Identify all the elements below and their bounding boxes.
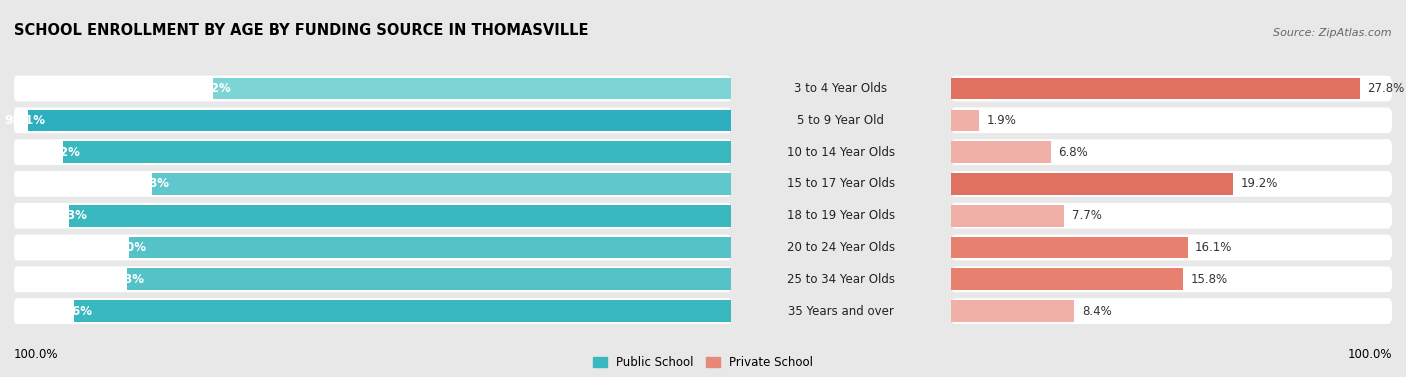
Legend: Public School, Private School: Public School, Private School: [591, 353, 815, 371]
Bar: [950, 141, 1050, 163]
Text: 72.2%: 72.2%: [190, 82, 231, 95]
Bar: [950, 78, 1360, 99]
FancyBboxPatch shape: [14, 267, 731, 292]
Text: 3 to 4 Year Olds: 3 to 4 Year Olds: [794, 82, 887, 95]
Text: 18 to 19 Year Olds: 18 to 19 Year Olds: [787, 209, 894, 222]
Text: 100.0%: 100.0%: [14, 348, 59, 361]
FancyBboxPatch shape: [950, 139, 1392, 165]
Bar: [950, 173, 1233, 195]
Text: 91.6%: 91.6%: [51, 305, 93, 317]
FancyBboxPatch shape: [950, 234, 1392, 261]
Text: 25 to 34 Year Olds: 25 to 34 Year Olds: [787, 273, 894, 286]
Bar: [950, 109, 979, 131]
Text: Source: ZipAtlas.com: Source: ZipAtlas.com: [1274, 28, 1392, 38]
Text: 10 to 14 Year Olds: 10 to 14 Year Olds: [787, 146, 894, 159]
Bar: [152, 173, 731, 195]
FancyBboxPatch shape: [14, 203, 731, 228]
Bar: [28, 109, 731, 131]
Text: 20 to 24 Year Olds: 20 to 24 Year Olds: [787, 241, 894, 254]
Bar: [950, 268, 1184, 290]
Text: 80.8%: 80.8%: [128, 178, 170, 190]
Text: 84.3%: 84.3%: [104, 273, 145, 286]
Text: SCHOOL ENROLLMENT BY AGE BY FUNDING SOURCE IN THOMASVILLE: SCHOOL ENROLLMENT BY AGE BY FUNDING SOUR…: [14, 23, 589, 38]
Text: 15 to 17 Year Olds: 15 to 17 Year Olds: [787, 178, 894, 190]
Text: 6.8%: 6.8%: [1059, 146, 1088, 159]
FancyBboxPatch shape: [14, 76, 731, 101]
Text: 15.8%: 15.8%: [1191, 273, 1227, 286]
Bar: [950, 300, 1074, 322]
FancyBboxPatch shape: [14, 298, 731, 324]
Bar: [69, 205, 731, 227]
Text: 93.2%: 93.2%: [39, 146, 80, 159]
FancyBboxPatch shape: [950, 76, 1392, 101]
FancyBboxPatch shape: [14, 234, 731, 261]
Text: 100.0%: 100.0%: [1347, 348, 1392, 361]
FancyBboxPatch shape: [950, 267, 1392, 292]
Text: 35 Years and over: 35 Years and over: [787, 305, 894, 317]
Text: 98.1%: 98.1%: [4, 114, 45, 127]
Text: 8.4%: 8.4%: [1081, 305, 1112, 317]
FancyBboxPatch shape: [14, 171, 731, 197]
FancyBboxPatch shape: [14, 139, 731, 165]
FancyBboxPatch shape: [950, 203, 1392, 228]
Text: 16.1%: 16.1%: [1195, 241, 1233, 254]
Bar: [75, 300, 731, 322]
FancyBboxPatch shape: [950, 298, 1392, 324]
Text: 7.7%: 7.7%: [1071, 209, 1101, 222]
FancyBboxPatch shape: [14, 107, 731, 133]
Bar: [127, 268, 731, 290]
FancyBboxPatch shape: [950, 107, 1392, 133]
Bar: [63, 141, 731, 163]
FancyBboxPatch shape: [950, 171, 1392, 197]
Text: 19.2%: 19.2%: [1240, 178, 1278, 190]
Bar: [214, 78, 731, 99]
Text: 27.8%: 27.8%: [1367, 82, 1405, 95]
Bar: [950, 205, 1064, 227]
Text: 92.3%: 92.3%: [46, 209, 87, 222]
Text: 5 to 9 Year Old: 5 to 9 Year Old: [797, 114, 884, 127]
Text: 1.9%: 1.9%: [986, 114, 1017, 127]
Bar: [129, 237, 731, 258]
Bar: [950, 237, 1188, 258]
Text: 84.0%: 84.0%: [105, 241, 146, 254]
